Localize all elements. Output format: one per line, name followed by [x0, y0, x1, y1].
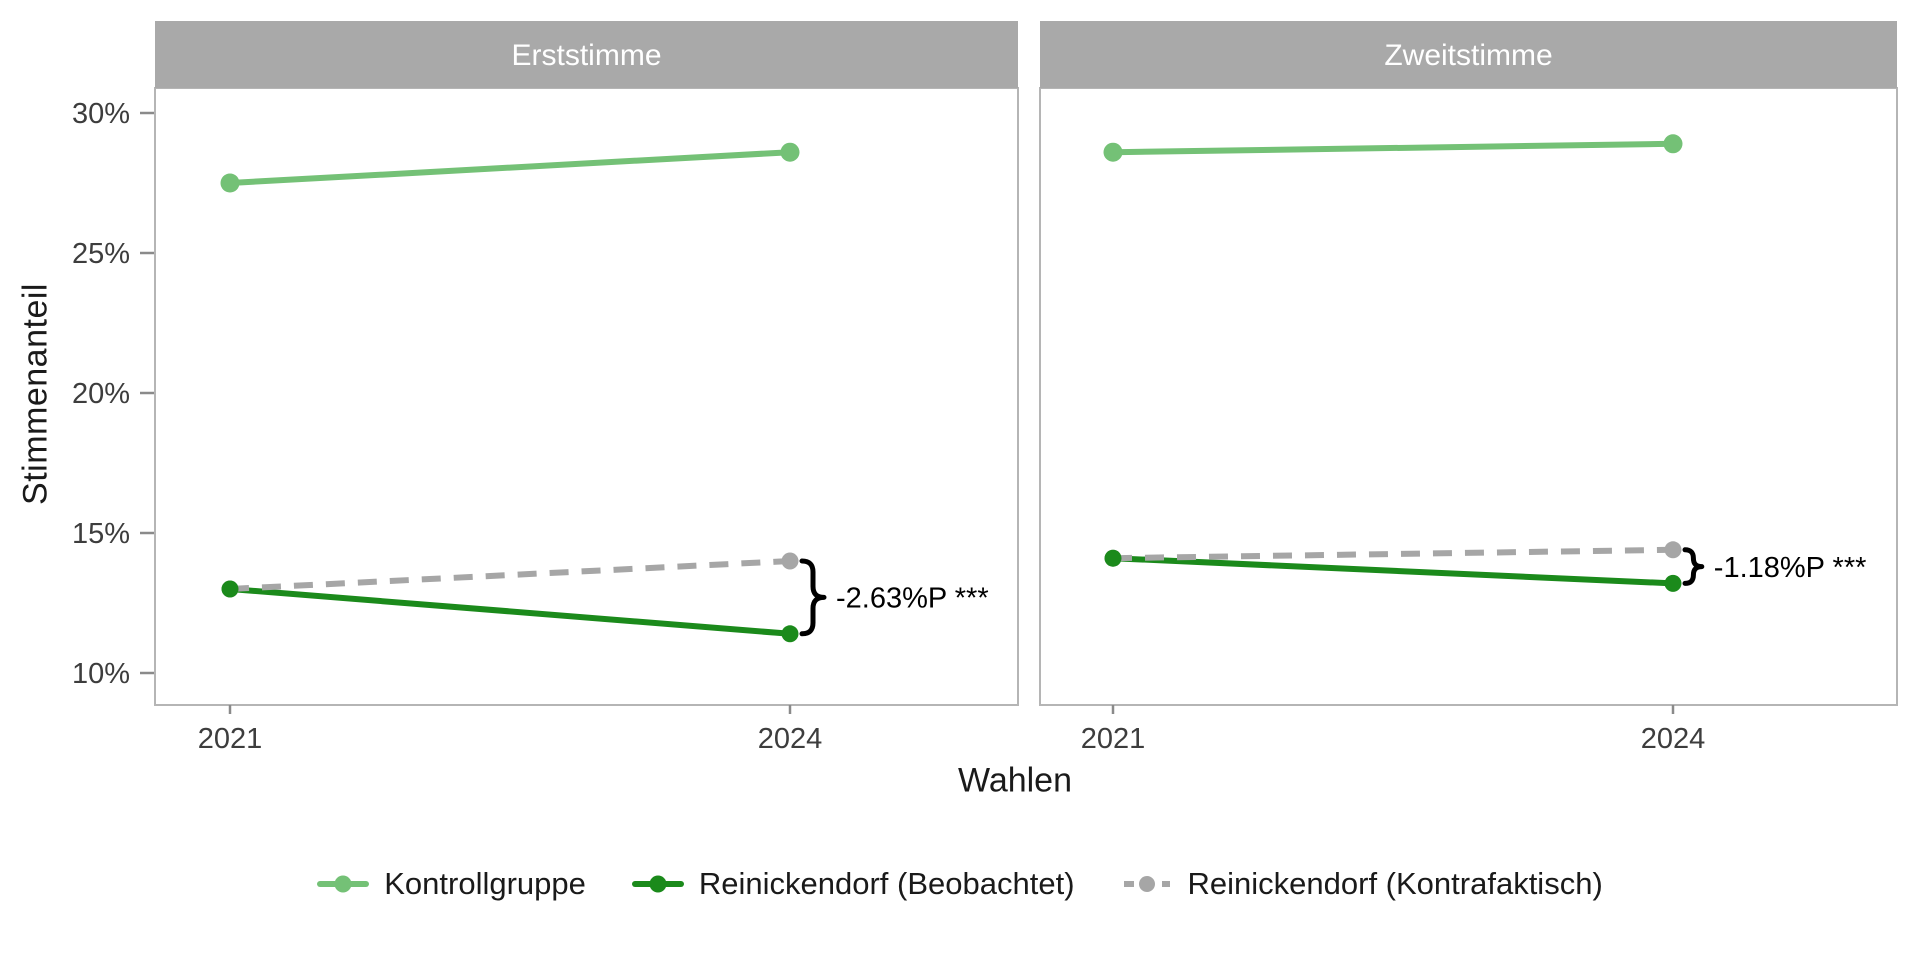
series-line-kontrollgruppe — [1112, 140, 1674, 156]
data-point-beobachtet — [1664, 574, 1682, 592]
legend-label-reinickendorf-kontrafaktisch: Reinickendorf (Kontrafaktisch) — [1187, 866, 1603, 901]
data-point-kontrollgruppe — [780, 142, 800, 162]
y-tick-label: 30% — [72, 98, 130, 130]
y-tick-label: 15% — [72, 518, 130, 550]
legend-key-beobachtet-icon — [631, 875, 684, 893]
data-point-kontrafaktisch — [781, 552, 799, 570]
x-tick-label: 2021 — [1081, 723, 1146, 755]
data-point-kontrollgruppe — [1663, 134, 1683, 154]
x-tick-label: 2024 — [1641, 723, 1706, 755]
y-tick-label: 20% — [72, 378, 130, 410]
series-line-beobachtet — [1112, 555, 1674, 587]
data-point-kontrollgruppe — [220, 173, 240, 193]
diff-annotation: -1.18%P *** — [1714, 552, 1867, 584]
series-line-kontrafaktisch — [1112, 546, 1674, 562]
facet-strip — [1040, 21, 1897, 88]
legend-label-reinickendorf-beobachtet: Reinickendorf (Beobachtet) — [698, 866, 1075, 901]
y-axis-title: Stimmenanteil — [16, 283, 55, 505]
x-tick-label: 2024 — [758, 723, 823, 755]
diff-annotation: -2.63%P *** — [836, 583, 989, 615]
legend-key-kontrafaktisch-icon — [1123, 876, 1170, 892]
y-tick-label: 25% — [72, 238, 130, 270]
y-tick-label: 10% — [72, 658, 130, 690]
diff-brace — [1682, 547, 1705, 586]
data-point-kontrollgruppe — [1103, 142, 1123, 162]
legend-key-kontrollgruppe-icon — [317, 875, 370, 893]
legend-dot-icon — [1138, 876, 1155, 892]
legend-item-reinickendorf-kontrafaktisch: Reinickendorf (Kontrafaktisch) — [1121, 866, 1603, 902]
legend-dot-icon — [334, 875, 352, 893]
facet-title: Zweitstimme — [1384, 39, 1552, 72]
panel-background — [154, 87, 1019, 706]
diff-brace — [799, 558, 827, 637]
facet-strip — [155, 21, 1018, 88]
x-tick-label: 2021 — [198, 723, 263, 755]
legend-item-kontrollgruppe: Kontrollgruppe — [317, 866, 586, 902]
x-axis-title: Wahlen — [957, 761, 1073, 800]
panel-background — [1039, 87, 1898, 706]
legend-label-kontrollgruppe: Kontrollgruppe — [384, 866, 586, 901]
data-point-beobachtet — [781, 625, 799, 643]
series-line-beobachtet — [229, 586, 791, 637]
legend-dot-icon — [649, 875, 667, 893]
facet-title: Erststimme — [512, 39, 662, 72]
data-point-beobachtet — [221, 580, 239, 598]
data-point-beobachtet — [1104, 549, 1122, 567]
legend: Kontrollgruppe Reinickendorf (Beobachtet… — [0, 866, 1920, 902]
legend-item-reinickendorf-beobachtet: Reinickendorf (Beobachtet) — [631, 866, 1075, 902]
data-point-kontrafaktisch — [1664, 541, 1682, 559]
series-line-kontrollgruppe — [229, 149, 791, 186]
